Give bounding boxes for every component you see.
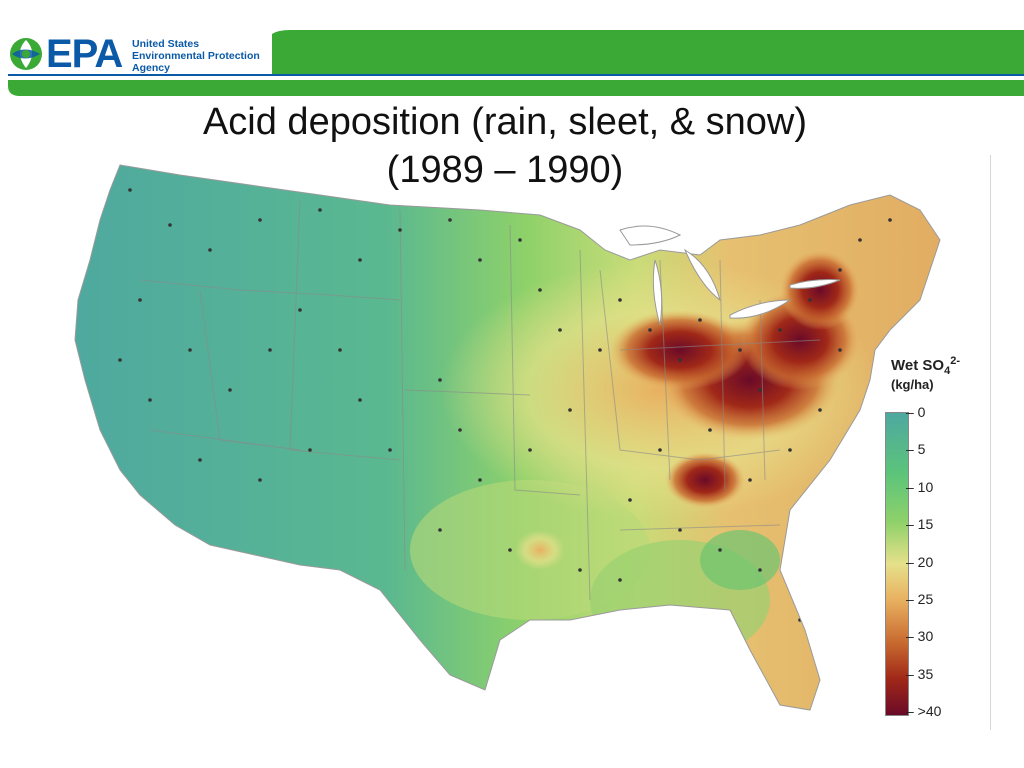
title-line-2: (1989 – 1990) xyxy=(386,149,624,191)
legend-tick: – 0 xyxy=(906,404,926,420)
legend-tick: – 35 xyxy=(906,666,934,682)
map-svg xyxy=(74,164,941,711)
agency-line-3: Agency xyxy=(132,62,170,74)
legend-tick: – 25 xyxy=(906,591,934,607)
legend-tick: – >40 xyxy=(906,703,942,719)
legend-title-sup: 2- xyxy=(950,355,960,367)
legend-title-sub: 4 xyxy=(944,365,951,377)
legend-unit: (kg/ha) xyxy=(891,377,934,392)
title-line-1: Acid deposition (rain, sleet, & snow) xyxy=(202,101,808,143)
legend-tick: – 5 xyxy=(906,441,926,457)
great-lakes xyxy=(619,225,841,326)
legend-tick: – 10 xyxy=(906,479,934,495)
divider-line xyxy=(990,155,991,730)
legend-colorbar xyxy=(885,412,909,716)
agency-name: United States Environmental Protection A… xyxy=(132,38,260,74)
legend-tick: – 20 xyxy=(906,554,934,570)
legend-tick: – 15 xyxy=(906,516,934,532)
epa-logo: EPA United States Environmental Protecti… xyxy=(8,33,273,75)
slide-title: Acid deposition (rain, sleet, & snow) (1… xyxy=(120,98,890,194)
epa-flower-icon xyxy=(10,38,42,70)
agency-line-1: United States xyxy=(132,38,200,50)
legend-tick: – 30 xyxy=(906,628,934,644)
header-banner xyxy=(8,30,1024,96)
us-deposition-map xyxy=(60,150,990,740)
agency-line-2: Environmental Protection xyxy=(132,50,260,62)
slide-header: EPA United States Environmental Protecti… xyxy=(0,0,1024,100)
legend-title-main: Wet SO xyxy=(891,357,945,374)
legend-title: Wet SO42- xyxy=(891,355,960,377)
epa-wordmark: EPA xyxy=(46,32,123,76)
